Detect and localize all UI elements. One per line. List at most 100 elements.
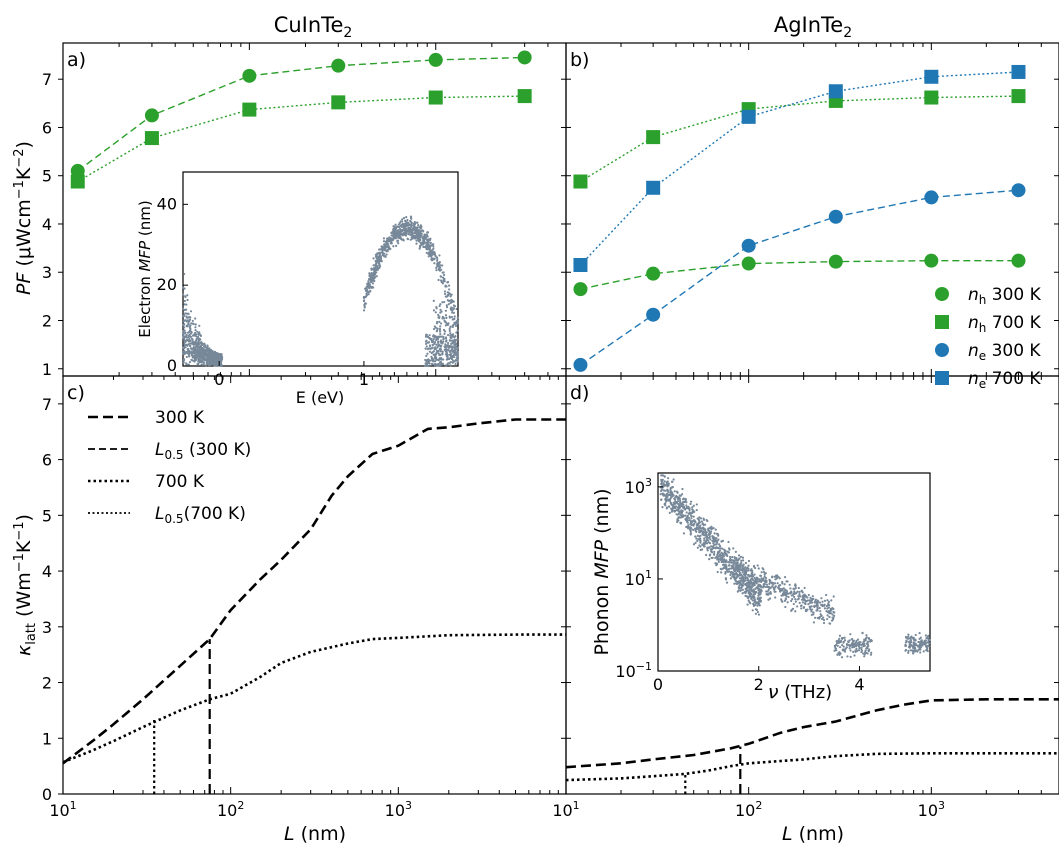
inset-a-point [427,361,430,365]
inset-d-point [741,583,744,586]
inset-a-point [184,312,187,315]
inset-d-point [668,511,671,514]
inset-a-point [397,237,400,240]
inset-d-point [852,644,855,647]
inset-d-point [926,648,929,651]
inset-d-point [820,614,823,618]
inset-a-point [455,307,458,311]
inset-d-point [763,582,766,586]
inset-d-point [703,534,706,537]
inset-a-point [446,294,450,297]
inset-a-point [448,327,451,331]
inset-a-point [370,280,373,284]
series-line-c [62,633,566,764]
inset-a-point [452,355,456,359]
inset-d-point [704,534,708,537]
inset-d-point [773,575,776,578]
marker-circle-b [741,238,756,253]
inset-d-point [733,577,736,580]
inset-d-point [919,651,922,654]
legend-label-b: nh 300 K [968,285,1042,307]
inset-a-point [439,363,442,366]
inset-a-point [383,243,386,246]
inset-a-point [430,351,433,355]
inset-d-point [712,552,716,556]
inset-d-point [706,519,709,523]
inset-a-point [187,353,191,356]
inset-d-point [837,641,840,644]
inset-d-point [858,641,861,644]
inset-a-point [191,359,194,362]
inset-d-point [790,599,793,603]
inset-d-point [715,543,718,546]
marker-circle-b [1011,183,1026,198]
inset-d-point [855,639,858,643]
inset-a-point [184,351,187,355]
inset-a-point [454,324,458,327]
inset-d-point [759,591,762,595]
inset-a-point [200,361,203,364]
marker-square-b [1011,89,1026,104]
inset-a-point [430,347,433,350]
inset-d-point [752,589,755,592]
inset-a-point [435,259,439,262]
inset-d-point [823,599,827,602]
inset-a-point [448,329,451,333]
inset-a-point [217,356,220,359]
inset-a-frame [182,171,459,367]
y-tick-label-a: 1 [42,360,52,379]
inset-d-point [756,598,760,601]
inset-d-point [744,575,747,578]
inset-d-point [699,539,702,542]
inset-d-point [713,532,716,535]
inset-d-point [729,557,732,561]
inset-d-point [702,545,706,548]
inset-d-point [738,570,741,573]
inset-a-point [434,255,437,258]
inset-a-point [366,284,369,288]
inset-a-point [191,319,194,323]
inset-d-point [853,654,856,657]
inset-d-point [798,601,801,604]
inset-a-point [432,334,435,337]
inset-a-point [418,231,421,234]
inset-d-point [913,644,916,647]
inset-d-point [741,588,744,591]
inset-a-point [433,360,436,363]
inset-d-point [684,499,687,502]
inset-d-point [746,589,749,592]
inset-a-point [381,248,384,251]
inset-d-point [813,601,816,604]
inset-d-point [781,593,785,596]
inset-a-point [441,350,444,353]
inset-a-point [403,232,406,235]
inset-d-point [740,559,743,562]
marker-square-a [70,174,85,189]
inset-d-point [725,581,729,584]
inset-a-point [449,325,452,328]
inset-a-point [212,361,215,364]
inset-a-point [416,221,419,224]
inset-a-point [194,329,197,332]
inset-d-point [715,537,718,540]
inset-a-point [202,361,205,364]
inset-d-point [814,616,817,619]
inset-d-point [752,584,755,587]
inset-d-point [833,644,836,647]
inset-d-point [692,528,695,532]
inset-d-point [737,554,741,557]
inset-d-point [751,578,755,582]
inset-d-point [812,611,815,614]
inset-a-point [444,324,447,327]
inset-d-point [807,603,810,606]
inset-a-point [452,300,455,303]
inset-a-point [219,353,222,357]
inset-d-point [827,610,830,613]
inset-a-point [187,336,190,339]
inset-a-point [452,360,455,363]
inset-a-point [375,260,378,264]
inset-d-point [792,587,795,590]
inset-a-point [452,307,455,310]
inset-a-point [439,275,443,278]
inset-d-point [856,642,859,645]
